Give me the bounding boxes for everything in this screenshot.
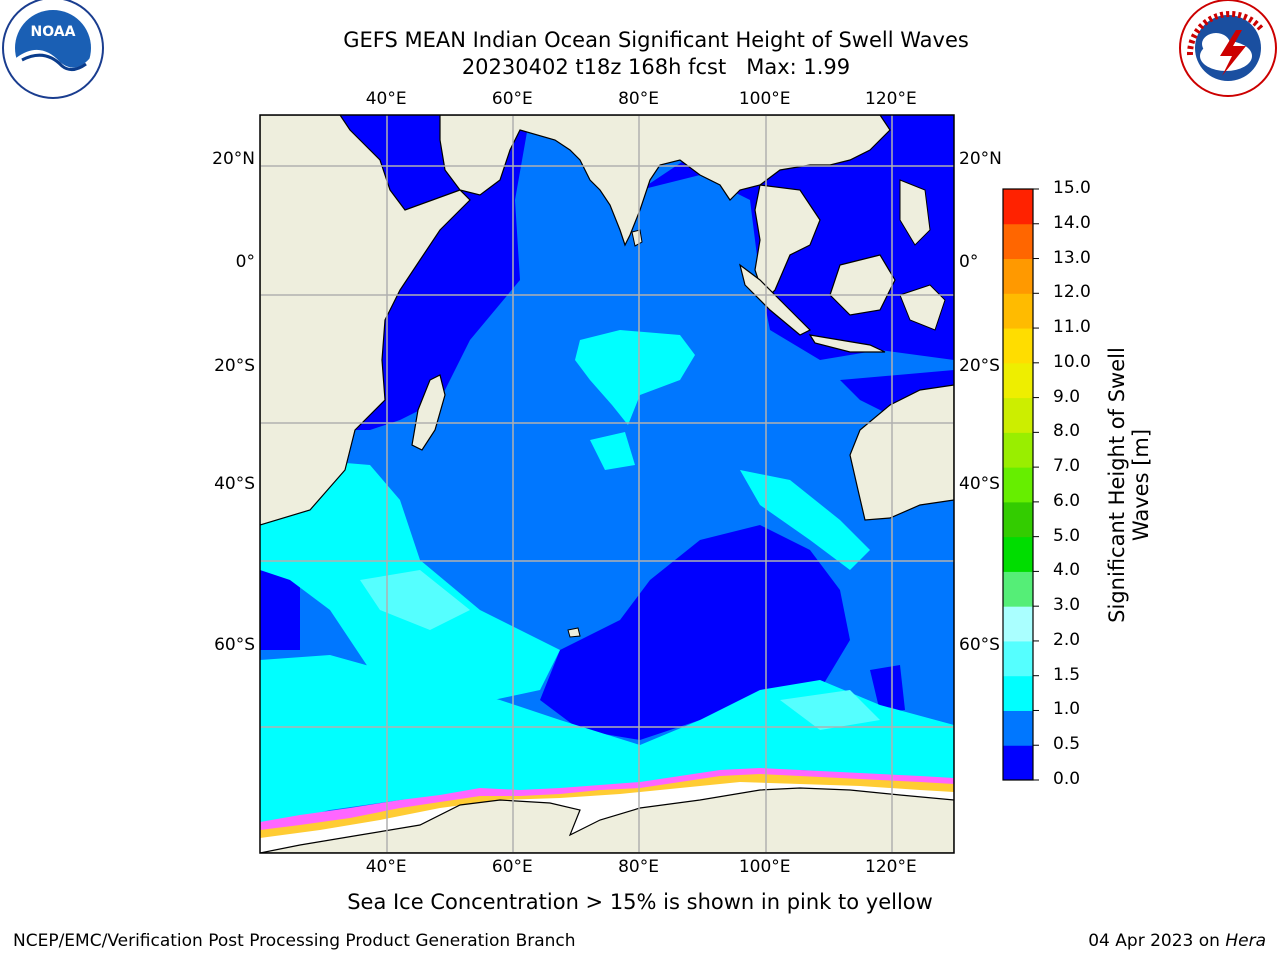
lat-tick-right: 40°S (959, 474, 1000, 495)
lat-tick-right: 60°S (959, 635, 1000, 656)
colorbar-tick-label: 15.0 (1053, 178, 1091, 198)
colorbar-tick-label: 2.0 (1053, 629, 1081, 650)
lat-tick-left: 20°S (214, 355, 255, 376)
colorbar-swatch (1003, 501, 1033, 538)
colorbar-swatch (1003, 258, 1033, 294)
colorbar-swatch (1003, 467, 1033, 503)
colorbar-tick-label: 3.0 (1053, 595, 1081, 616)
date-text: 04 Apr 2023 on (1088, 931, 1226, 951)
colorbar-swatch (1003, 223, 1033, 260)
lat-tick-left: 60°S (214, 635, 255, 656)
colorbar-swatch (1003, 606, 1033, 642)
colorbar-swatch (1003, 710, 1033, 746)
lon-tick-top: 40°E (365, 89, 407, 109)
colorbar-swatch (1003, 362, 1033, 399)
colorbar-swatch (1003, 432, 1033, 468)
colorbar-tick-label: 0.5 (1053, 734, 1081, 755)
lon-tick-top: 100°E (738, 89, 791, 109)
colorbar-tick-label: 5.0 (1053, 525, 1081, 546)
colorbar-swatch (1003, 571, 1033, 607)
lat-tick-left: 0° (235, 252, 255, 273)
colorbar-swatch (1003, 189, 1033, 225)
colorbar-tick-label: 13.0 (1053, 247, 1091, 268)
colorbar (1003, 188, 1039, 781)
colorbar-tick-label: 8.0 (1053, 421, 1081, 442)
noaa-logo: NOAA (2, 0, 104, 99)
lat-tick-left: 20°N (212, 148, 255, 169)
chart-subtitle: 20230402 t18z 168h fcst Max: 1.99 (461, 55, 851, 79)
colorbar-tick-label: 7.0 (1053, 456, 1081, 477)
chart-title: GEFS MEAN Indian Ocean Significant Heigh… (343, 28, 969, 52)
map-grid (260, 115, 954, 853)
lon-tick-bottom: 80°E (618, 857, 659, 877)
lon-tick-top: 120°E (865, 89, 917, 109)
nws-logo (1179, 0, 1277, 97)
lat-tick-right: 20°S (959, 355, 1000, 376)
colorbar-swatch (1003, 640, 1033, 677)
colorbar-tick-label: 14.0 (1053, 212, 1091, 233)
colorbar-tick-label: 6.0 (1053, 490, 1081, 511)
sea-ice-note: Sea Ice Concentration > 15% is shown in … (347, 890, 933, 914)
colorbar-tick-label: 1.5 (1053, 664, 1081, 685)
map-plot-area (260, 115, 954, 853)
map-frame (259, 114, 955, 854)
colorbar-tick-label: 4.0 (1053, 560, 1081, 581)
colorbar-swatch (1003, 293, 1033, 329)
colorbar-frame (1002, 188, 1034, 781)
colorbar-tick-label: 12.0 (1053, 282, 1091, 303)
lon-tick-top: 80°E (618, 89, 659, 109)
producer-credit: NCEP/EMC/Verification Post Processing Pr… (13, 931, 576, 951)
colorbar-swatch (1003, 397, 1033, 433)
colorbar-tick-label: 10.0 (1053, 351, 1091, 372)
noaa-logo-text: NOAA (31, 24, 76, 40)
lat-tick-right: 0° (959, 252, 979, 273)
lat-tick-left: 40°S (214, 474, 255, 495)
date-stamp: 04 Apr 2023 on Hera (1088, 931, 1266, 951)
colorbar-swatch (1003, 745, 1033, 781)
colorbar-tick-label: 1.0 (1053, 699, 1081, 720)
colorbar-swatch (1003, 675, 1033, 711)
colorbar-swatch (1003, 536, 1033, 572)
lat-tick-right: 20°N (959, 148, 1002, 169)
machine-name: Hera (1225, 931, 1266, 951)
lon-tick-bottom: 120°E (865, 857, 917, 877)
colorbar-tick-label: 0.0 (1053, 769, 1081, 789)
colorbar-swatch (1003, 328, 1033, 364)
colorbar-tick-label: 9.0 (1053, 386, 1081, 407)
lon-tick-bottom: 40°E (365, 857, 407, 877)
lon-tick-top: 60°E (491, 89, 533, 109)
lon-tick-bottom: 60°E (491, 857, 533, 877)
lon-tick-bottom: 100°E (738, 857, 791, 877)
colorbar-tick-label: 11.0 (1053, 317, 1091, 338)
